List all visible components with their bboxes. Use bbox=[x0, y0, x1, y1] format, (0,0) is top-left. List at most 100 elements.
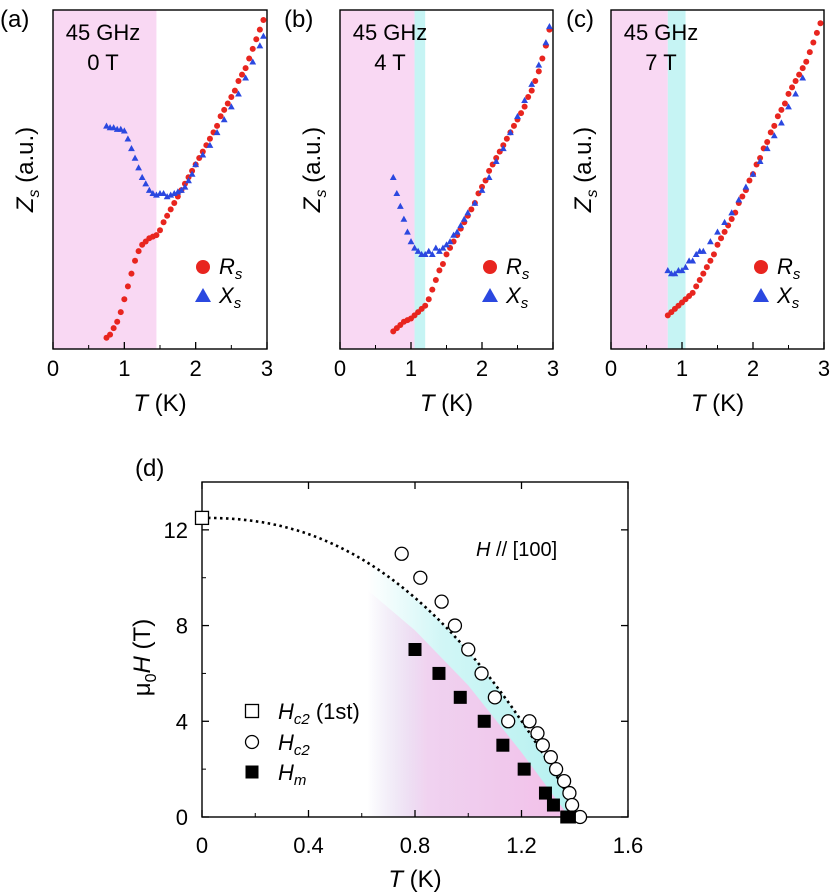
hc2-point bbox=[474, 666, 489, 681]
hc2-point bbox=[394, 546, 409, 561]
series-Xs bbox=[664, 74, 807, 277]
x-axis-label-unit: (K) bbox=[435, 390, 474, 417]
rs-point bbox=[810, 39, 817, 46]
legend-xs-label: Xs bbox=[776, 283, 800, 312]
legend-xs-marker bbox=[753, 288, 769, 302]
rs-point bbox=[432, 277, 439, 284]
xs-point bbox=[110, 124, 118, 131]
xs-point bbox=[436, 247, 443, 254]
rs-point bbox=[486, 167, 493, 174]
hm-point bbox=[546, 798, 560, 812]
field-label: 7 T bbox=[645, 50, 676, 75]
y-axis-label-unit: (a.u.) bbox=[12, 127, 39, 190]
xs-point bbox=[421, 250, 429, 258]
xs-point bbox=[178, 186, 185, 193]
legend-rs-label-main: R bbox=[777, 254, 793, 279]
rs-point bbox=[739, 193, 746, 200]
xs-point bbox=[457, 222, 465, 229]
hc2-point bbox=[564, 797, 580, 813]
legend-xs-marker bbox=[482, 288, 498, 302]
series-Hm bbox=[408, 643, 576, 824]
rs-point bbox=[221, 106, 228, 113]
xs-point bbox=[153, 191, 160, 198]
rs-point bbox=[799, 65, 806, 72]
rs-point bbox=[521, 103, 528, 110]
xs-point bbox=[213, 128, 221, 136]
hc2-point bbox=[562, 785, 577, 801]
hm-point bbox=[432, 666, 446, 680]
legend-xs-label-main: X bbox=[218, 283, 235, 308]
xs-point bbox=[528, 80, 536, 87]
x-tick-label: 1 bbox=[405, 356, 417, 381]
series-Xs bbox=[103, 32, 267, 200]
hc2-fit-curve bbox=[202, 516, 579, 813]
rs-point bbox=[107, 331, 114, 338]
xs-point bbox=[692, 250, 700, 258]
xs-point bbox=[260, 32, 267, 39]
x-axis-label-var: T bbox=[388, 866, 405, 893]
xs-point bbox=[428, 250, 436, 258]
rs-point bbox=[132, 257, 139, 264]
rs-point bbox=[246, 55, 253, 62]
rs-point bbox=[117, 309, 124, 316]
rs-point bbox=[249, 45, 256, 52]
xs-point bbox=[464, 209, 472, 216]
legend-rs-marker bbox=[196, 260, 210, 274]
y-axis-label-sub: s bbox=[313, 190, 330, 198]
frequency-label: 45 GHz bbox=[353, 20, 428, 45]
frequency-label: 45 GHz bbox=[66, 20, 141, 45]
legend-xs-label-sub: s bbox=[792, 295, 800, 312]
xs-point bbox=[763, 145, 771, 152]
xs-point bbox=[542, 39, 550, 46]
legend-rs-marker bbox=[483, 260, 497, 274]
legend-rs-label-main: R bbox=[219, 254, 235, 279]
legend-rs-label-sub: s bbox=[522, 266, 530, 283]
hm-point bbox=[562, 810, 576, 824]
rs-point bbox=[160, 219, 167, 226]
y-axis-label: Zs (a.u.) bbox=[570, 127, 601, 213]
hc2-point bbox=[487, 690, 503, 705]
xs-point bbox=[714, 228, 721, 235]
rs-point bbox=[689, 289, 696, 296]
xs-point bbox=[235, 90, 242, 97]
rs-point bbox=[439, 260, 446, 267]
rs-point bbox=[503, 135, 510, 142]
rs-point bbox=[703, 264, 710, 271]
xs-point bbox=[514, 112, 521, 120]
y-tick-label: 4 bbox=[176, 709, 188, 734]
field-direction-label: H // [100] bbox=[476, 539, 557, 561]
xs-point bbox=[414, 247, 422, 254]
x-tick-label: 2 bbox=[747, 356, 759, 381]
rs-point bbox=[157, 227, 163, 234]
xs-point bbox=[439, 244, 447, 251]
xs-point bbox=[432, 244, 440, 251]
y-axis-label-mu: μ bbox=[129, 682, 156, 696]
rs-point bbox=[228, 94, 235, 101]
x-axis-label-var: T bbox=[691, 390, 708, 417]
xs-point bbox=[206, 141, 214, 148]
rs-point bbox=[235, 77, 242, 84]
xs-point bbox=[689, 257, 697, 264]
xs-point bbox=[163, 193, 171, 200]
rs-point bbox=[785, 90, 792, 97]
y-axis-label-unit: (a.u.) bbox=[570, 127, 597, 190]
rs-point bbox=[746, 177, 753, 184]
legend-xs-label-sub: s bbox=[234, 295, 242, 312]
rs-point bbox=[128, 270, 135, 277]
y-axis-label: μ0H (T) bbox=[129, 619, 160, 696]
xs-point bbox=[185, 177, 192, 184]
panel-label: (a) bbox=[0, 6, 29, 33]
legend-xs-label: Xs bbox=[505, 283, 529, 312]
shaded-region-0 bbox=[611, 10, 668, 349]
rs-point bbox=[436, 267, 443, 274]
rs-point bbox=[813, 29, 820, 36]
rs-point bbox=[468, 206, 475, 213]
legend-label-tail: (1st) bbox=[310, 699, 360, 724]
rs-point bbox=[260, 17, 267, 23]
xs-point bbox=[535, 61, 543, 68]
series-Rs bbox=[664, 20, 824, 319]
